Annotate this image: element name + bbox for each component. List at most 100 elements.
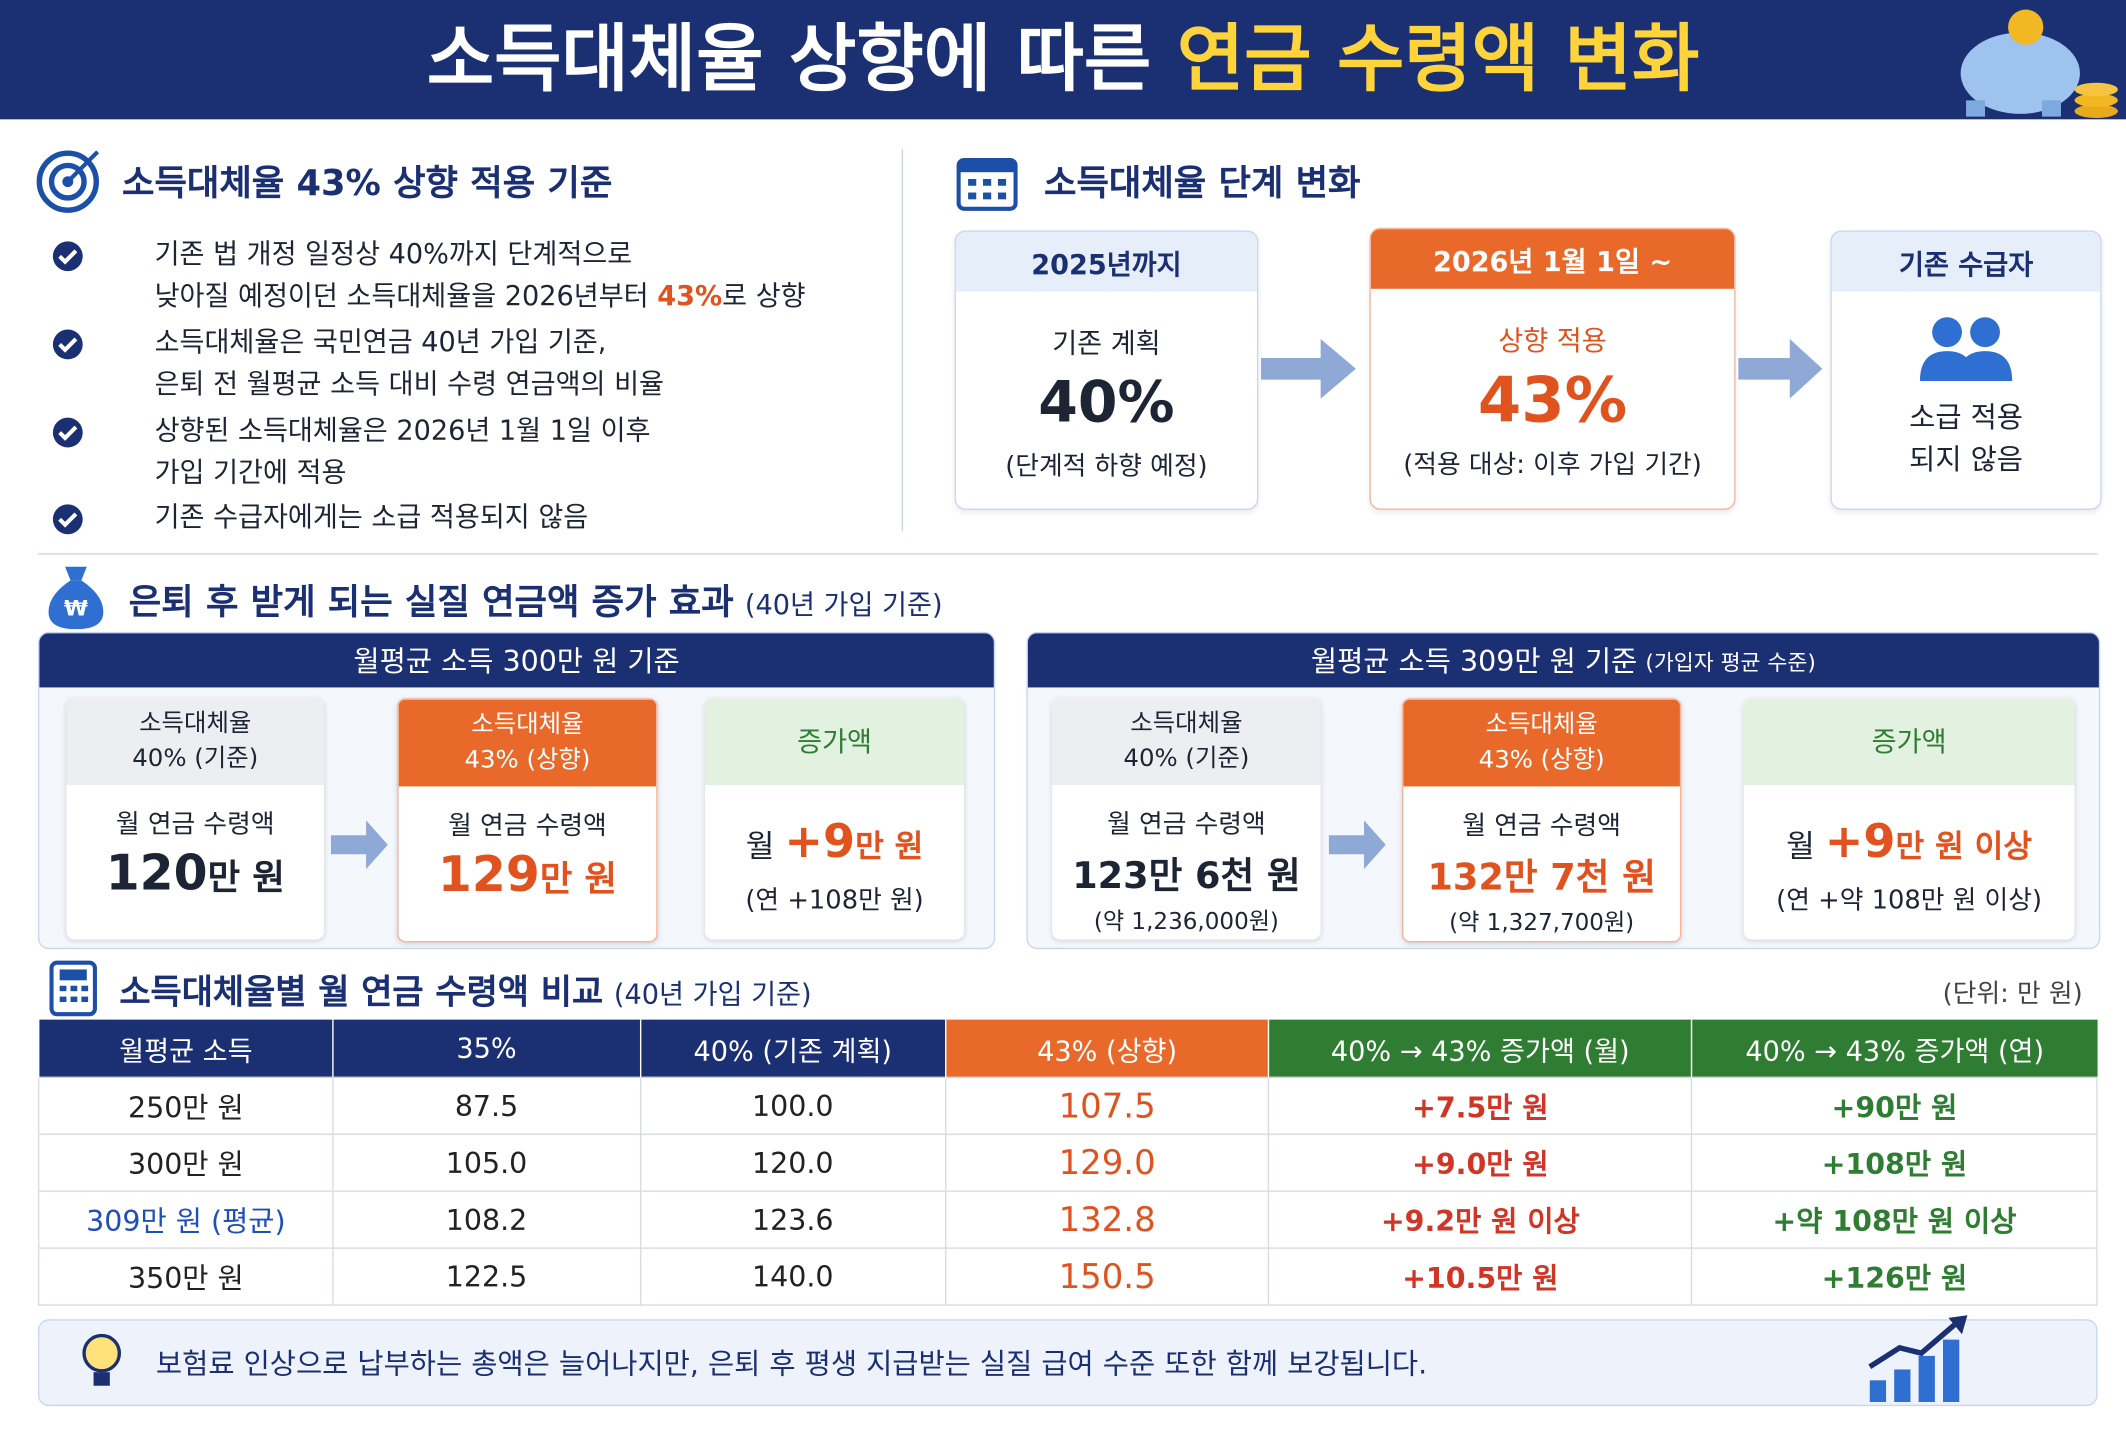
table-cell: 132.8 (944, 1190, 1270, 1249)
unit: 만 원 (539, 859, 617, 901)
title-note: (40년 가입 기준) (744, 588, 943, 622)
arrow (1260, 338, 1356, 399)
column-header: 40% → 43% 증가액 (연) (1691, 1019, 2097, 1078)
title-text: 소득대체율별 월 연금 수령액 비교 (119, 972, 604, 1012)
bullet-line: 은퇴 전 월평균 소득 대비 수령 연금액의 비율 (155, 363, 664, 405)
check-icon (52, 417, 83, 448)
card-header: 2026년 1월 1일 ~ (1370, 229, 1735, 289)
sub-header-line: 소득대체율 (139, 709, 252, 738)
sub-label: 월 연금 수령액 (448, 810, 607, 841)
stage-card: 2025년까지 기존 계획 40% (단계적 하향 예정) (954, 230, 1259, 510)
value: +9 (1824, 814, 1896, 870)
sub-card: 소득대체율 43% (상향) 월 연금 수령액 129만 원 (397, 698, 658, 943)
calendar-icon (956, 157, 1018, 211)
sub-header-line: 소득대체율 (1130, 709, 1243, 738)
bullet-item: 기존 법 개정 일정상 40%까지 단계적으로 낮아질 예정이던 소득대체율을 2… (52, 233, 806, 317)
box-header: 월평균 소득 300만 원 기준 (39, 633, 994, 688)
table-cell: 108.2 (332, 1190, 641, 1249)
sub-value: 132만 7천 원 (1403, 847, 1680, 900)
prefix: 월 (1786, 829, 1825, 866)
column-header: 35% (332, 1019, 640, 1078)
table-cell: 100.0 (639, 1076, 947, 1135)
table-cell: 87.5 (332, 1076, 641, 1135)
sub-header-line: 40% (기준) (1123, 744, 1250, 773)
bullet-text: 상향된 소득대체율은 2026년 1월 1일 이후 가입 기간에 적용 (103, 409, 651, 493)
card-header: 기존 수급자 (1831, 231, 2101, 292)
sub-label: 월 연금 수령액 (1462, 810, 1621, 841)
table-cell: 129.0 (944, 1133, 1270, 1192)
sub-header: 증가액 (1743, 698, 2075, 786)
sub-note: (약 1,236,000원) (1093, 908, 1279, 936)
card-line: 소급 적용 (1909, 401, 2023, 434)
section-title: 소득대체율 단계 변화 (1044, 164, 1361, 205)
sub-header-line: 소득대체율 (471, 710, 584, 739)
increase-note: (연 +108만 원) (745, 885, 924, 916)
people-icon (1919, 317, 2013, 382)
text: 소득대체율은 국민연금 40년 가입 기준, (154, 325, 607, 358)
highlight: 43% (657, 279, 723, 312)
money-bag-icon: ₩ (48, 566, 104, 630)
growth-chart-icon (1868, 1315, 1968, 1403)
svg-text:₩: ₩ (64, 597, 88, 622)
section-title: 소득대체율별 월 연금 수령액 비교 (40년 가입 기준) (119, 965, 811, 1014)
bullet-item: 기존 수급자에게는 소급 적용되지 않음 (52, 496, 589, 538)
sub-label: 월 연금 수령액 (1107, 809, 1266, 840)
divider (37, 553, 2098, 555)
bullet-text: 소득대체율은 국민연금 40년 가입 기준, 은퇴 전 월평균 소득 대비 수령 … (103, 321, 664, 405)
sub-card: 소득대체율 40% (기준) 월 연금 수령액 123만 6천 원 (약 1,236,0… (1052, 698, 1321, 940)
sub-card: 증가액 월 +9만 원 이상 (연 +약 108만 원 이상) (1743, 698, 2075, 940)
table-cell: 350만 원 (37, 1247, 334, 1306)
table-cell: +약 108만 원 이상 (1691, 1190, 2098, 1249)
value: 129 (437, 847, 540, 904)
sub-label: 월 연금 수령액 (115, 809, 275, 840)
sub-header-line: 소득대체율 (1485, 710, 1598, 739)
sub-note: (약 1,327,700원) (1449, 909, 1635, 937)
bullet-line: 기존 수급자에게는 소급 적용되지 않음 (155, 496, 589, 538)
table-cell: +7.5만 원 (1268, 1076, 1693, 1135)
card-label: 기존 계획 (1052, 326, 1161, 360)
column-header: 40% (기존 계획) (639, 1019, 946, 1078)
card-label: 상향 적용 (1498, 324, 1607, 357)
table-cell: +9.2만 원 이상 (1268, 1190, 1693, 1249)
sub-value: 129만 원 (399, 847, 657, 903)
footer-box (37, 1319, 2098, 1407)
card-value: 40% (1038, 368, 1175, 436)
table-cell: +9.0만 원 (1268, 1133, 1693, 1192)
header-bar (0, 0, 2126, 120)
effect-box: 월평균 소득 309만 원 기준 (가입자 평균 수준) 소득대체율 40% (기준)… (1026, 631, 2101, 950)
header-row: 월평균 소득 35% 40% (기존 계획) 43% (상향) 40% → 43% 증가… (37, 1019, 2097, 1078)
sub-header-line: 40% (기준) (132, 744, 259, 773)
column-header: 월평균 소득 (37, 1019, 334, 1078)
unit: 만 원 (207, 858, 285, 899)
bullet-line: 기존 법 개정 일정상 40%까지 단계적으로 (155, 233, 806, 275)
text: 가입 기간에 적용 (154, 455, 347, 489)
check-icon (52, 241, 83, 272)
table-row: 250만 원 87.5 100.0 107.5 +7.5만 원 +90만 원 (37, 1076, 2098, 1135)
section-title: 은퇴 후 받게 되는 실질 연금액 증가 효과 (40년 가입 기준) (129, 575, 943, 625)
table-row: 309만 원 (평균) 108.2 123.6 132.8 +9.2만 원 이상 +약 1… (37, 1190, 2098, 1249)
table-row: 300만 원 105.0 120.0 129.0 +9.0만 원 +108만 원 (37, 1133, 2098, 1192)
increase-value: 월 +9만 원 (705, 815, 964, 869)
stage-card: 기존 수급자 소급 적용 되지 않음 (1830, 230, 2102, 510)
sub-value: 123만 6천 원 (1052, 846, 1320, 899)
arrow (1328, 820, 1386, 870)
table-cell: 123.6 (639, 1190, 947, 1249)
title-text: 은퇴 후 받게 되는 실질 연금액 증가 효과 (128, 583, 734, 624)
column-header: 40% → 43% 증가액 (월) (1268, 1019, 1692, 1078)
footer-text: 보험료 인상으로 납부하는 총액은 늘어나지만, 은퇴 후 평생 지급받는 실질… (155, 1347, 1428, 1381)
bullet-line: 낮아질 예정이던 소득대체율을 2026년부터 43%로 상향 (155, 275, 806, 317)
sub-value: 120만 원 (66, 846, 324, 902)
title-accent: 연금 수령액 변화 (1176, 16, 1700, 102)
table-cell: 107.5 (944, 1076, 1270, 1135)
bullet-item: 상향된 소득대체율은 2026년 1월 1일 이후 가입 기간에 적용 (52, 409, 651, 493)
text: 은퇴 전 월평균 소득 대비 수령 연금액의 비율 (154, 367, 664, 400)
divider (901, 149, 904, 532)
sub-header: 소득대체율 40% (기준) (66, 698, 325, 786)
text: 로 상향 (722, 279, 806, 312)
calculator-icon (49, 960, 97, 1017)
table-cell: 309만 원 (평균) (37, 1190, 334, 1249)
sub-header: 증가액 (705, 698, 965, 786)
